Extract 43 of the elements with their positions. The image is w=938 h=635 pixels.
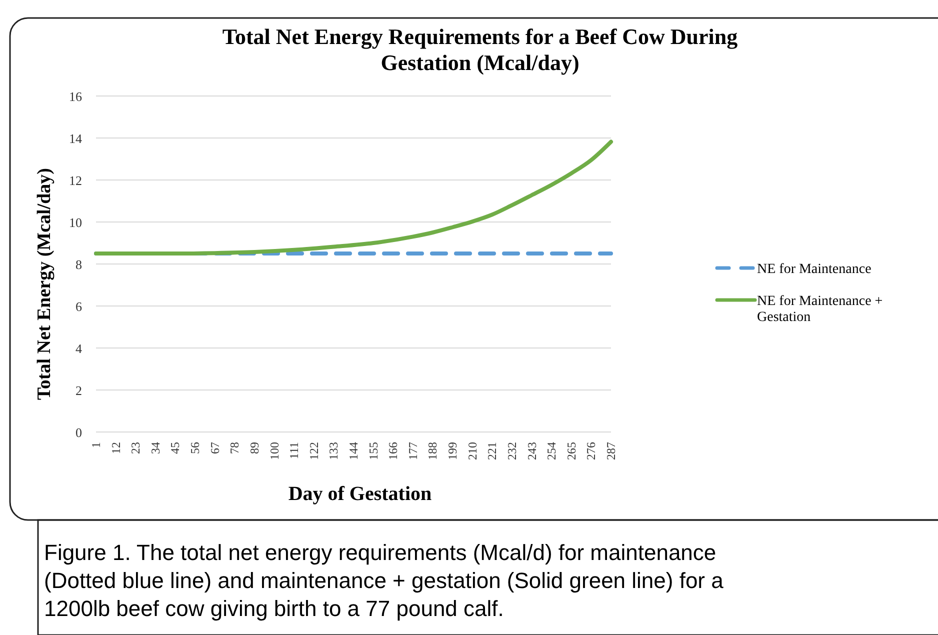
x-tick-label: 254 bbox=[544, 442, 559, 460]
y-tick-label: 2 bbox=[76, 383, 82, 398]
x-tick-label: 177 bbox=[406, 442, 420, 460]
y-tick-label: 10 bbox=[69, 215, 82, 230]
x-tick-label: 144 bbox=[346, 442, 360, 460]
legend-label: NE for Maintenance bbox=[757, 262, 872, 277]
x-tick-label: 166 bbox=[386, 442, 400, 460]
x-tick-label: 78 bbox=[228, 442, 242, 454]
x-tick-label: 265 bbox=[564, 442, 578, 460]
x-tick-label: 243 bbox=[524, 442, 539, 460]
legend-label: NE for Maintenance + Gestation bbox=[757, 294, 883, 325]
x-tick-label: 56 bbox=[188, 442, 202, 454]
x-tick-label: 221 bbox=[485, 442, 500, 460]
y-tick-label: 16 bbox=[69, 89, 82, 104]
y-axis-title: Total Net Energy (Mcal/day) bbox=[34, 168, 55, 400]
x-tick-label: 210 bbox=[465, 442, 480, 460]
chart-title: Total Net Energy Requirements for a Beef Cow During Gestation (Mcal/day) bbox=[222, 24, 738, 75]
x-tick-label: 155 bbox=[366, 442, 380, 460]
x-tick-label: 133 bbox=[326, 442, 341, 460]
caption: Figure 1. The total net energy requirements (Mcal/d) for maintenance (Dotted blue line) and maintenance + gestation (Solid green line) for a 1200lb beef cow giving birth to a 77 pound calf. bbox=[44, 540, 724, 621]
x-axis-title: Day of Gestation bbox=[288, 483, 432, 505]
x-tick-label: 23 bbox=[128, 442, 143, 454]
y-tick-label: 6 bbox=[76, 299, 82, 314]
x-tick-label: 1 bbox=[89, 442, 103, 448]
x-tick-label: 276 bbox=[584, 442, 598, 460]
x-tick-label: 199 bbox=[446, 442, 460, 460]
y-tick-label: 12 bbox=[69, 173, 82, 188]
y-tick-label: 4 bbox=[76, 341, 82, 356]
y-tick-label: 0 bbox=[76, 425, 82, 440]
x-tick-label: 67 bbox=[208, 442, 222, 454]
x-tick-label: 45 bbox=[168, 442, 182, 454]
x-tick-label: 122 bbox=[306, 442, 321, 460]
y-tick-label: 14 bbox=[69, 131, 82, 146]
x-tick-label: 34 bbox=[148, 442, 162, 454]
x-tick-label: 287 bbox=[604, 442, 618, 460]
x-tick-label: 89 bbox=[247, 442, 262, 454]
y-tick-label: 8 bbox=[76, 257, 82, 272]
x-tick-label: 111 bbox=[287, 442, 302, 460]
x-tick-label: 232 bbox=[504, 442, 519, 460]
x-tick-label: 12 bbox=[108, 442, 123, 454]
x-tick-label: 188 bbox=[426, 442, 440, 460]
line-series bbox=[94, 140, 613, 256]
x-tick-label: 100 bbox=[267, 442, 282, 460]
